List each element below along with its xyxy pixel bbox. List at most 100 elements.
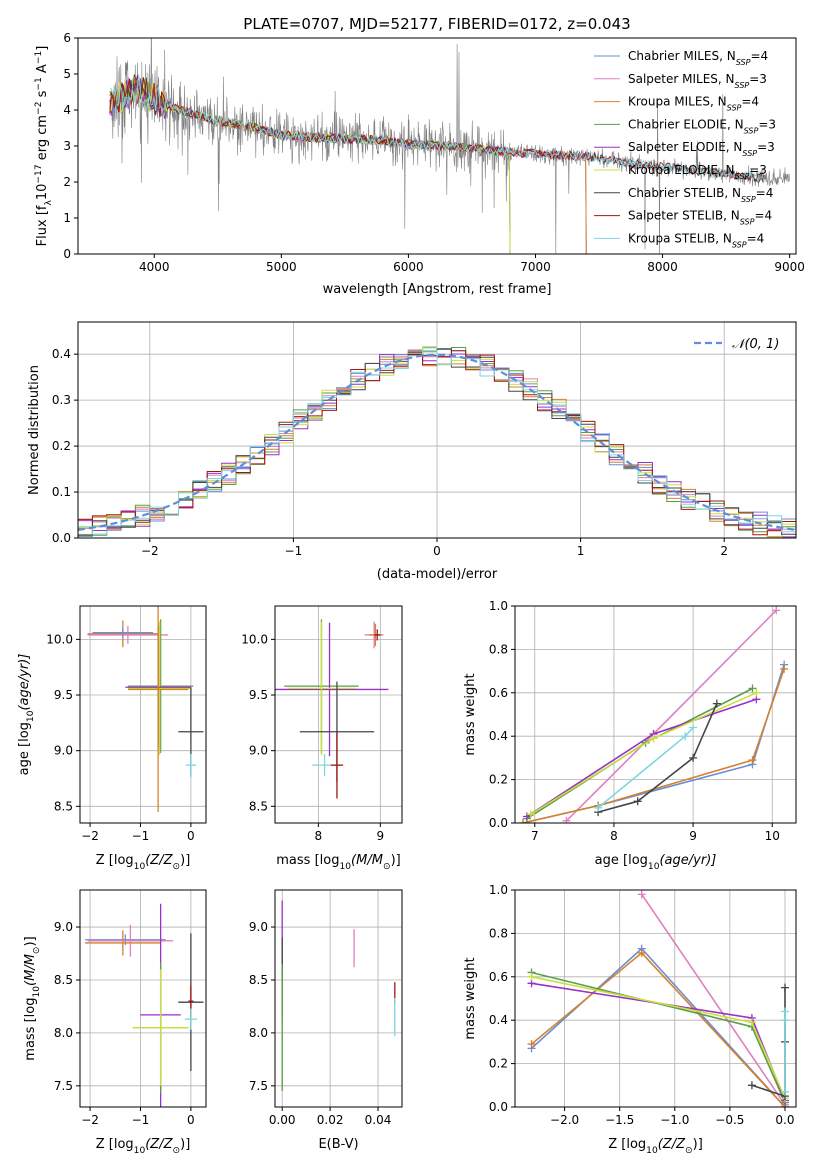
label-part: 10 [339,862,351,872]
data-marker [562,816,571,823]
data-marker [748,684,757,693]
x-tick-label: −1 [132,1113,150,1127]
y-tick-label: 0.4 [489,729,508,743]
label-part: ⊙ [32,946,42,954]
label-part: (M/M [23,954,38,986]
label-part: 10 [648,862,660,872]
figure-title: PLATE=0707, MJD=52177, FIBERID=0172, z=0… [243,15,630,33]
x-tick-label: 0.0 [775,1113,794,1127]
label-part: )] [180,853,190,868]
x-axis-label: Z [log10(Z/Z⊙)] [96,1137,191,1156]
plot-area [85,903,204,1107]
label-part: mass [log [23,998,38,1061]
label-part: ⊙ [173,1146,181,1156]
label-part: (Z/Z [658,1137,686,1152]
data-marker [747,1081,756,1090]
legend-text: Chabrier ELODIE, N [628,117,744,131]
y-tick-label: 0.2 [489,1057,508,1071]
y-tick-label: 0.1 [52,485,71,499]
label-part: mass [log [276,853,339,868]
legend-text: =3 [749,163,767,177]
legend-text: Chabrier STELIB, N [628,186,741,200]
data-marker [752,688,761,697]
legend-text: Salpeter MILES, N [628,72,735,86]
x-tick-label: 10 [765,829,780,843]
label-part: −17 [34,164,44,183]
label-part: ⊙ [685,1146,693,1156]
legend-text: SSP [732,240,747,249]
x-tick-label: −1 [132,829,150,843]
y-tick-label: 0.4 [489,1013,508,1027]
label-part: )] [693,1137,703,1152]
x-axis-label: Z [log10(Z/Z⊙)] [96,853,191,872]
legend-entry: Kroupa STELIB, NSSP=4 [628,231,764,249]
y-tick-label: 0.0 [52,531,71,545]
legend-text: =4 [741,95,759,109]
label-part: −1 [34,77,44,90]
data-marker [526,810,535,819]
label-part: A [35,64,50,77]
x-tick-label: 0 [187,829,195,843]
legend-text: SSP [744,126,759,135]
data-marker [637,948,646,957]
x-tick-label: −2 [81,829,99,843]
y-tick-label: 0 [63,247,71,261]
x-axis-label: wavelength [Angstrom, rest frame] [323,282,552,297]
y-tick-label: 9.0 [249,920,268,934]
y-tick-label: 8.0 [54,1026,73,1040]
label-part: )] [391,853,401,868]
age-vs-mass-panel: 8 9 8.5 9.0 9.5 10.0 mass [log10(M/M⊙)] [241,605,403,872]
data-marker [689,723,698,732]
label-part: (Z/Z [145,853,173,868]
legend-text: Kroupa MILES, N [628,95,727,109]
y-tick-label: 9.0 [54,744,73,758]
x-tick-label: −1 [285,544,303,558]
normal-curve [78,353,796,531]
legend-text: Salpeter ELODIE, N [628,140,742,154]
x-tick-label: −2 [81,1113,99,1127]
data-marker [689,753,698,762]
y-tick-label: 0.4 [52,347,71,361]
y-tick-label: 8.5 [249,799,268,813]
label-part: 10 [134,1146,146,1156]
series-line [641,893,786,1106]
x-tick-label: 0 [433,544,441,558]
y-tick-label: 9.0 [54,920,73,934]
legend-entry: Chabrier STELIB, NSSP=4 [628,186,773,204]
x-tick-label: 1 [577,544,585,558]
label-part: )] [23,936,38,946]
mass-vs-metallicity-panel: −2 −1 07.58.08.59.0Z [log10(Z/Z⊙)]mass [lo… [23,889,207,1156]
x-tick-label: −2 [141,544,159,558]
x-tick-label: 8 [315,829,323,843]
data-marker [772,606,781,615]
label-part: age [log [17,722,32,775]
axes-frame [274,889,403,1108]
legend-text: Chabrier MILES, N [628,49,736,63]
y-tick-label: 0.8 [489,642,508,656]
legend-entry: Salpeter STELIB, NSSP=4 [628,209,772,227]
x-axis-label: age [log10(age/yr)] [595,853,717,872]
y-tick-label: 1.0 [489,599,508,613]
x-tick-label: 8000 [647,260,678,274]
x-tick-label: 7000 [520,260,551,274]
y-axis-label: mass weight [463,673,478,755]
label-part: ] [35,46,50,51]
residual-histogram-panel: −2 −1 0 1 2 0.0 0.1 0.2 0.3 0.4 𝒩(0, 1) (data-model… [27,321,797,582]
y-axis-label: mass [log10(M/M⊙)] [23,936,42,1060]
label-part: 10 [35,184,50,201]
data-marker [747,1018,756,1027]
legend-text: SSP [740,217,755,226]
plot-area [281,900,396,1092]
y-tick-label: 0.2 [52,439,71,453]
label-part: (Z/Z [145,1137,173,1152]
label-part: 10 [134,862,146,872]
x-tick-label: −1.0 [660,1113,689,1127]
axes-frame [79,605,207,824]
legend-text: SSP [741,194,756,203]
label-part: λ [44,200,54,206]
legend-text: =3 [757,140,775,154]
y-axis-label: age [log10(age/yr)] [17,654,36,776]
y-tick-label: 8.0 [249,1026,268,1040]
data-marker [594,803,603,812]
